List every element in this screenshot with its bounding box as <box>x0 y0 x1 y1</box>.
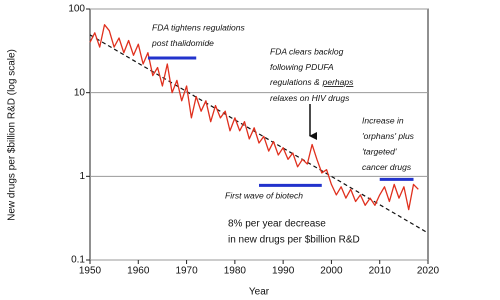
annotation-text: Increase in <box>362 115 404 125</box>
data-line <box>89 24 419 211</box>
annotation-text: regulations & perhaps <box>270 77 354 87</box>
annotation-line: regulations & <box>270 77 320 87</box>
x-tick-label: 2020 <box>417 266 440 277</box>
y-tick-label: 1 <box>79 171 85 182</box>
annotation-text: cancer drugs <box>362 162 412 172</box>
x-tick-label: 2010 <box>369 266 392 277</box>
annotation-text: 'orphans' plus <box>362 131 415 141</box>
x-tick-label: 1960 <box>127 266 150 277</box>
x-tick-label: 1970 <box>175 266 198 277</box>
x-tick-label: 1990 <box>272 266 295 277</box>
y-tick-label: 100 <box>68 4 85 15</box>
x-tick-label: 2000 <box>320 266 343 277</box>
x-tick-label: 1950 <box>79 266 102 277</box>
trend-line <box>89 34 429 234</box>
annotation-text: following PDUFA <box>270 62 334 72</box>
x-tick-label: 1980 <box>224 266 247 277</box>
annotation-text: 'targeted' <box>362 146 397 156</box>
note-text: 8% per year decrease <box>228 219 326 230</box>
y-tick-label: 0.1 <box>71 255 85 266</box>
annotation-text: First wave of biotech <box>225 190 303 200</box>
y-tick-label: 10 <box>74 87 86 98</box>
annotation-text: relaxes on HIV drugs <box>270 93 350 103</box>
x-axis-label: Year <box>249 287 270 298</box>
annotation-emphasis: perhaps <box>322 77 354 87</box>
annotation-text: FDA tightens regulations <box>152 22 246 32</box>
annotation-text: post thalidomide <box>151 38 214 48</box>
y-axis-label: New drugs per $billion R&D (log scale) <box>7 49 18 221</box>
annotation-text: FDA clears backlog <box>270 46 344 56</box>
note-text: in new drugs per $billion R&D <box>228 235 360 246</box>
